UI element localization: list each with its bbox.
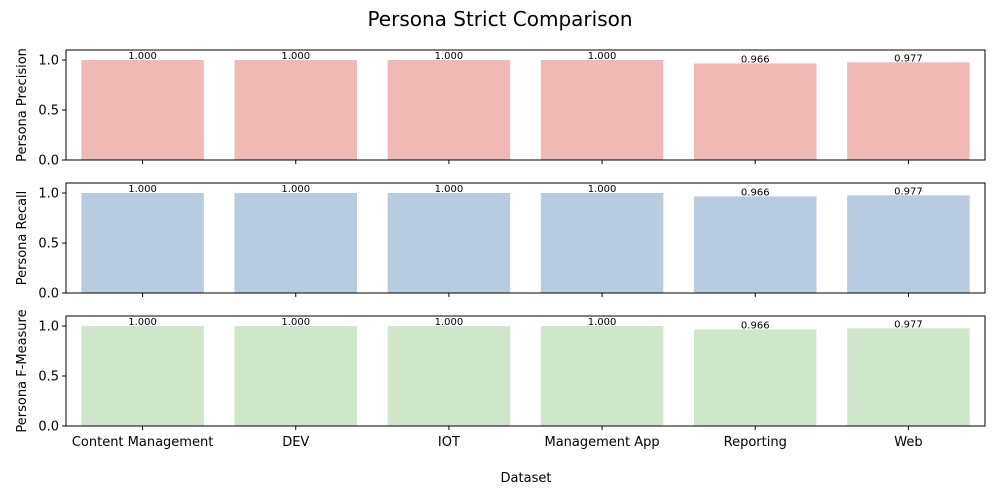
bar-1-5 [693,63,817,160]
y-axis-label-2: Persona Recall [15,191,30,286]
data-label-3-2: 1.000 [281,317,310,328]
y-tick-label-2-3: 1.0 [38,187,59,202]
chart-title: Persona Strict Comparison [367,7,632,31]
y-tick-label-2-1: 0.0 [38,287,59,302]
y-axis-label-1: Persona Precision [15,48,30,162]
y-axis-label-3: Persona F-Measure [15,309,30,432]
bar-2-3 [387,193,511,293]
data-label-1-4: 1.000 [588,51,617,62]
data-label-2-4: 1.000 [588,184,617,195]
data-label-1-1: 1.000 [128,51,157,62]
x-axis-label: Dataset [501,471,552,486]
data-label-3-3: 1.000 [435,317,464,328]
bar-1-1 [81,60,204,160]
panel-frame-1 [65,49,986,161]
bar-2-1 [81,193,204,293]
panel-frame-3 [65,315,986,427]
bar-2-6 [847,195,970,293]
data-label-2-3: 1.000 [435,184,464,195]
data-label-1-6: 0.977 [894,53,923,64]
x-tick-label-3: IOT [438,435,460,450]
y-tick-label-1-3: 1.0 [38,54,59,69]
bar-1-2 [234,60,358,160]
bar-3-3 [387,326,511,426]
data-label-3-1: 1.000 [128,317,157,328]
y-tick-label-1-2: 0.5 [38,104,59,119]
data-label-2-5: 0.966 [741,187,770,198]
y-tick-label-3-1: 0.0 [38,420,59,435]
bar-2-2 [234,193,358,293]
data-label-3-4: 1.000 [588,317,617,328]
bar-2-4 [540,193,664,293]
data-label-3-6: 0.977 [894,319,923,330]
data-label-1-3: 1.000 [435,51,464,62]
bar-1-4 [540,60,664,160]
bar-3-4 [540,326,664,426]
bar-2-5 [693,196,817,293]
data-label-2-1: 1.000 [128,184,157,195]
x-tick-label-1: Content Management [72,435,213,450]
y-tick-label-1-1: 0.0 [38,154,59,169]
data-label-1-2: 1.000 [281,51,310,62]
y-tick-label-2-2: 0.5 [38,237,59,252]
y-tick-label-3-2: 0.5 [38,370,59,385]
bar-3-5 [693,329,817,426]
x-tick-label-2: DEV [282,435,309,450]
y-tick-label-3-3: 1.0 [38,320,59,335]
data-label-2-6: 0.977 [894,186,923,197]
bar-1-3 [387,60,511,160]
x-tick-label-4: Management App [544,435,659,450]
data-label-2-2: 1.000 [281,184,310,195]
data-label-3-5: 0.966 [741,320,770,331]
bar-1-6 [847,62,970,160]
data-label-1-5: 0.966 [741,54,770,65]
bar-3-1 [81,326,204,426]
bar-3-2 [234,326,358,426]
x-tick-label-6: Web [894,435,922,450]
x-tick-label-5: Reporting [724,435,787,450]
panel-frame-2 [65,182,986,294]
bar-3-6 [847,328,970,426]
